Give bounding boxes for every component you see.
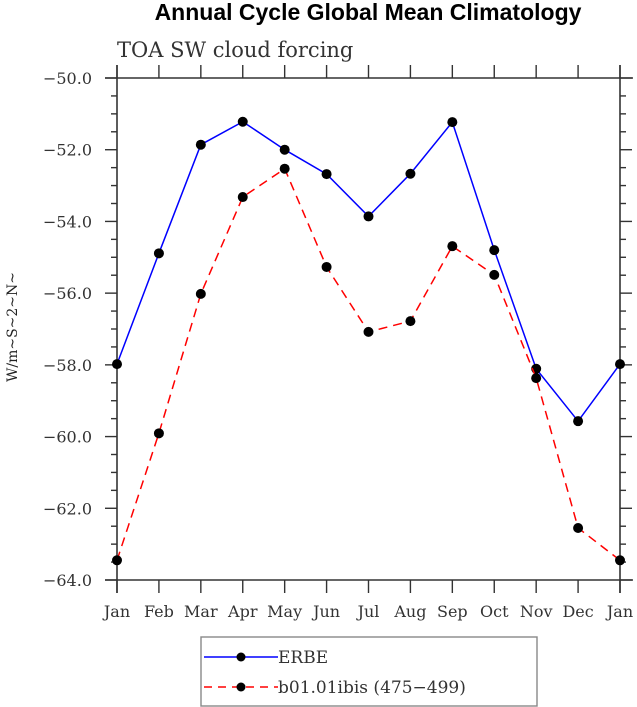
data-point (573, 523, 584, 534)
data-point (321, 261, 332, 272)
data-point (489, 269, 500, 280)
legend-label-b01: b01.01ibis (475−499) (278, 678, 466, 698)
y-tick-label: −52.0 (43, 141, 92, 160)
x-tick-label: Jan (605, 602, 633, 621)
data-point (447, 241, 458, 252)
x-tick-label: Jan (102, 602, 130, 621)
legend-marker-erbe (236, 652, 246, 662)
y-tick-label: −62.0 (43, 499, 92, 518)
legend-box (200, 636, 538, 707)
legend-item-erbe: ERBE (204, 648, 328, 668)
data-point (195, 288, 206, 299)
x-tick-label: Dec (562, 602, 593, 621)
x-tick-label: Jun (311, 602, 340, 621)
legend: ERBE b01.01ibis (475−499) (200, 636, 538, 707)
x-tick-label: May (267, 602, 302, 621)
series-b01 (112, 163, 625, 566)
x-tick-label: Sep (437, 602, 468, 621)
chart-subtitle: TOA SW cloud forcing (117, 38, 353, 62)
x-tick-label: Apr (227, 602, 258, 621)
x-tick-label: Oct (480, 602, 509, 621)
data-point (447, 117, 458, 128)
data-point (237, 116, 248, 127)
data-point (489, 245, 500, 256)
data-point (112, 359, 122, 370)
data-point (363, 211, 374, 222)
y-tick-label: −54.0 (43, 212, 92, 231)
chart-title: Annual Cycle Global Mean Climatology (155, 0, 582, 25)
data-point (279, 144, 290, 155)
data-point (615, 555, 625, 566)
series-line (116, 120, 621, 423)
data-point (153, 248, 164, 259)
y-tick-label: −56.0 (43, 284, 92, 303)
legend-label-erbe: ERBE (278, 648, 328, 668)
data-point (112, 555, 122, 566)
series-erbe (112, 116, 625, 427)
data-point (195, 139, 206, 150)
x-tick-label: Nov (520, 602, 553, 621)
y-axis-label: W/m~S~2~N~ (5, 272, 21, 382)
y-tick-label: −58.0 (43, 356, 92, 375)
y-tick-label: −60.0 (43, 428, 92, 447)
data-point (573, 416, 584, 427)
data-point (279, 163, 290, 174)
ticks (105, 65, 632, 593)
x-tick-label: Aug (393, 602, 426, 621)
y-tick-label: −64.0 (43, 571, 92, 590)
data-point (363, 326, 374, 337)
data-point (237, 192, 248, 203)
data-point (153, 428, 164, 439)
legend-item-b01: b01.01ibis (475−499) (204, 678, 466, 698)
x-tick-label: Mar (184, 602, 218, 621)
series-line (116, 167, 621, 561)
data-point (405, 168, 416, 179)
y-tick-labels: −50.0 −52.0 −54.0 −56.0 −58.0 −60.0 −62.0 −64.0 (43, 69, 92, 590)
series-group (112, 116, 625, 566)
legend-marker-b01 (236, 682, 246, 692)
x-tick-labels: Jan Feb Mar Apr May Jun Jul Aug Sep Oct Nov Dec Jan (102, 602, 633, 621)
data-point (405, 316, 416, 327)
data-point (321, 169, 332, 180)
data-point (531, 373, 542, 384)
y-tick-label: −50.0 (43, 69, 92, 88)
data-point (615, 359, 625, 370)
x-tick-label: Feb (144, 602, 174, 621)
x-tick-label: Jul (356, 602, 380, 621)
